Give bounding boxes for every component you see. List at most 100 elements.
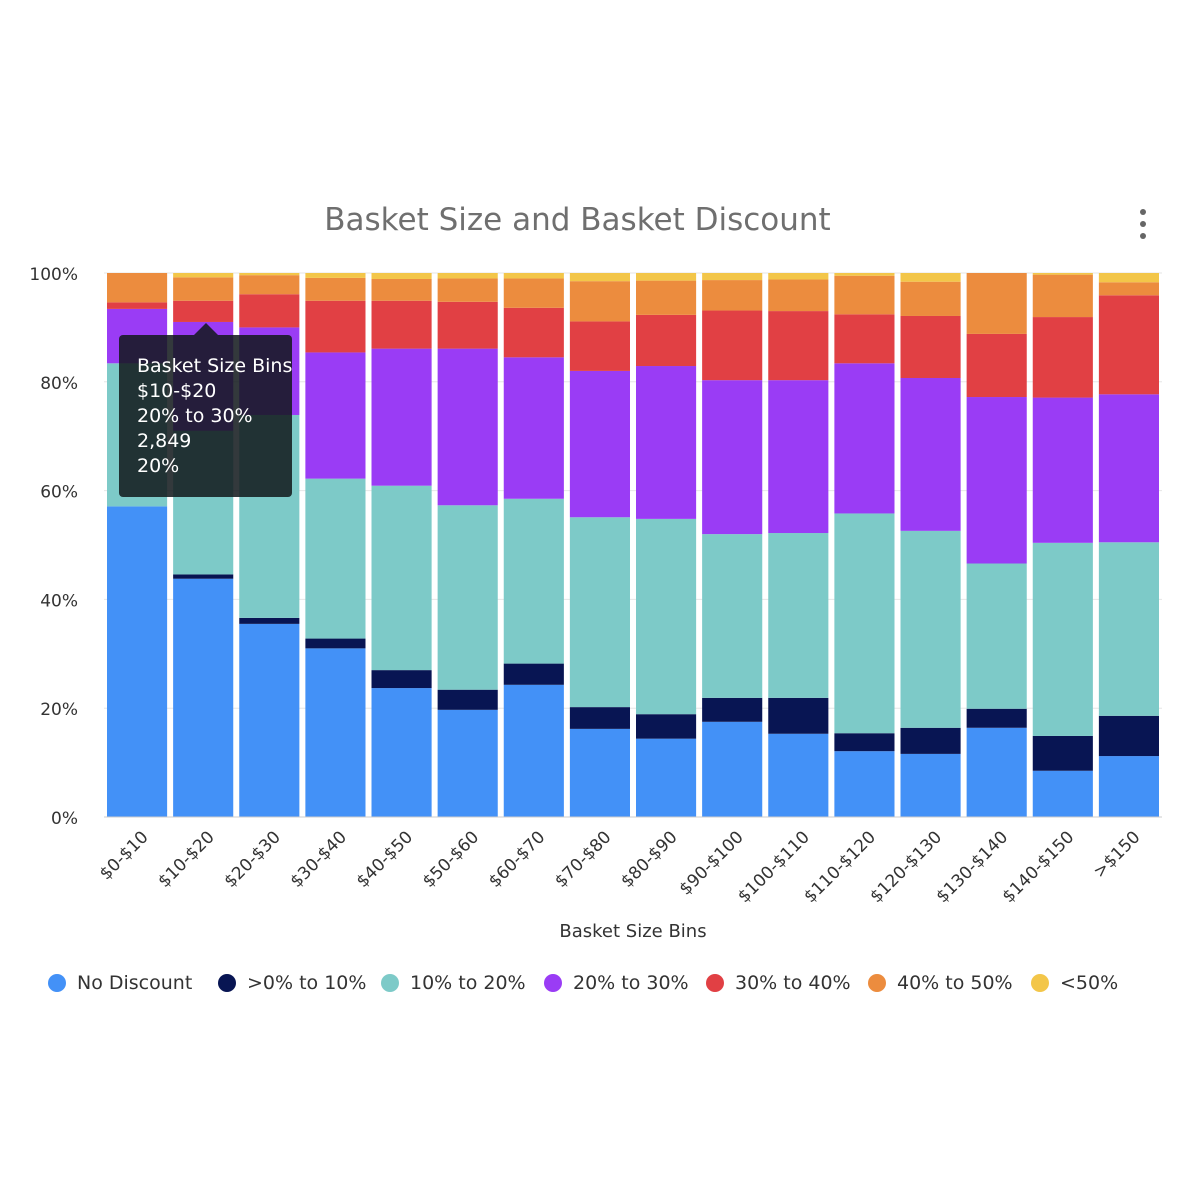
bar-segment[interactable] [107,302,168,309]
bar-segment[interactable] [1098,542,1159,716]
legend-item[interactable]: <50% [1031,968,1118,998]
bar-segment[interactable] [768,697,829,734]
bar-segment[interactable] [371,273,432,279]
bar-segment[interactable] [173,578,234,817]
bar-segment[interactable] [371,688,432,817]
bar-segment[interactable] [305,638,366,649]
bar-segment[interactable] [702,721,763,817]
legend-item[interactable]: 10% to 20% [381,968,526,998]
bar-segment[interactable] [437,505,498,690]
bar-segment[interactable] [305,277,366,301]
bar-segment[interactable] [1032,317,1093,398]
bar-segment[interactable] [305,352,366,479]
legend-item[interactable]: 40% to 50% [868,968,1013,998]
bar-segment[interactable] [900,377,961,531]
bar-segment[interactable] [371,485,432,671]
bar-segment[interactable] [768,311,829,381]
bar-segment[interactable] [1098,715,1159,757]
bar-segment[interactable] [702,534,763,698]
bar-segment[interactable] [107,273,168,303]
bar-segment[interactable] [437,278,498,302]
bar-segment[interactable] [1098,282,1159,296]
bar-segment[interactable] [239,273,300,276]
bar-segment[interactable] [437,273,498,279]
bar-segment[interactable] [900,727,961,754]
bar-segment[interactable] [966,563,1027,709]
bar-segment[interactable] [239,623,300,817]
bar-segment[interactable] [371,670,432,689]
bar-segment[interactable] [768,279,829,312]
bar-segment[interactable] [834,751,895,817]
legend-item[interactable]: 20% to 30% [544,968,689,998]
bar-segment[interactable] [966,727,1027,817]
bar-segment[interactable] [702,380,763,535]
bar-segment[interactable] [569,321,630,371]
bar-segment[interactable] [834,275,895,315]
bar-segment[interactable] [371,300,432,349]
bar-segment[interactable] [1032,273,1093,275]
bar-segment[interactable] [636,314,697,367]
bar-segment[interactable] [503,498,564,664]
bar-segment[interactable] [305,273,366,278]
bar-segment[interactable] [503,357,564,499]
bar-segment[interactable] [834,363,895,514]
legend-item[interactable]: 30% to 40% [706,968,851,998]
bar-segment[interactable] [437,689,498,710]
bar-segment[interactable] [503,663,564,685]
bar-segment[interactable] [1032,770,1093,817]
bar-segment[interactable] [239,275,300,295]
bar-segment[interactable] [702,697,763,722]
bar-segment[interactable] [702,280,763,311]
bar-segment[interactable] [503,684,564,817]
bar-segment[interactable] [636,366,697,519]
bar-segment[interactable] [834,314,895,364]
bar-segment[interactable] [636,518,697,715]
bar-segment[interactable] [437,709,498,817]
bar-segment[interactable] [900,530,961,728]
bar-segment[interactable] [1032,397,1093,543]
bar-segment[interactable] [305,300,366,353]
bar-segment[interactable] [569,370,630,518]
bar-segment[interactable] [371,348,432,486]
bar-segment[interactable] [768,733,829,817]
bar-segment[interactable] [239,294,300,328]
bar-segment[interactable] [1032,274,1093,318]
bar-segment[interactable] [900,315,961,378]
bar-segment[interactable] [503,278,564,308]
bar-segment[interactable] [834,273,895,276]
legend-item[interactable]: No Discount [48,968,192,998]
bar-segment[interactable] [173,574,234,579]
chart-menu-button[interactable] [1128,206,1158,242]
bar-segment[interactable] [636,738,697,817]
bar-segment[interactable] [966,333,1027,398]
bar-segment[interactable] [305,648,366,817]
bar-segment[interactable] [1032,735,1093,771]
bar-segment[interactable] [702,273,763,281]
bar-segment[interactable] [768,380,829,534]
bar-segment[interactable] [437,348,498,506]
bar-segment[interactable] [768,273,829,280]
bar-segment[interactable] [503,307,564,358]
bar-segment[interactable] [900,753,961,817]
bar-segment[interactable] [569,517,630,708]
bar-segment[interactable] [966,273,1027,334]
bar-segment[interactable] [636,273,697,281]
bar-segment[interactable] [636,280,697,315]
bar-segment[interactable] [569,281,630,322]
bar-segment[interactable] [768,533,829,698]
bar-segment[interactable] [107,506,168,817]
bar-segment[interactable] [239,617,300,624]
bar-segment[interactable] [834,733,895,752]
bar-segment[interactable] [900,273,961,282]
bar-segment[interactable] [173,273,234,278]
bar-segment[interactable] [305,478,366,639]
bar-segment[interactable] [702,310,763,381]
bar-segment[interactable] [966,708,1027,728]
bar-segment[interactable] [569,707,630,729]
bar-segment[interactable] [569,728,630,817]
bar-segment[interactable] [173,277,234,301]
bar-segment[interactable] [1032,542,1093,736]
bar-segment[interactable] [636,714,697,739]
legend-item[interactable]: >0% to 10% [218,968,366,998]
bar-segment[interactable] [173,300,234,322]
